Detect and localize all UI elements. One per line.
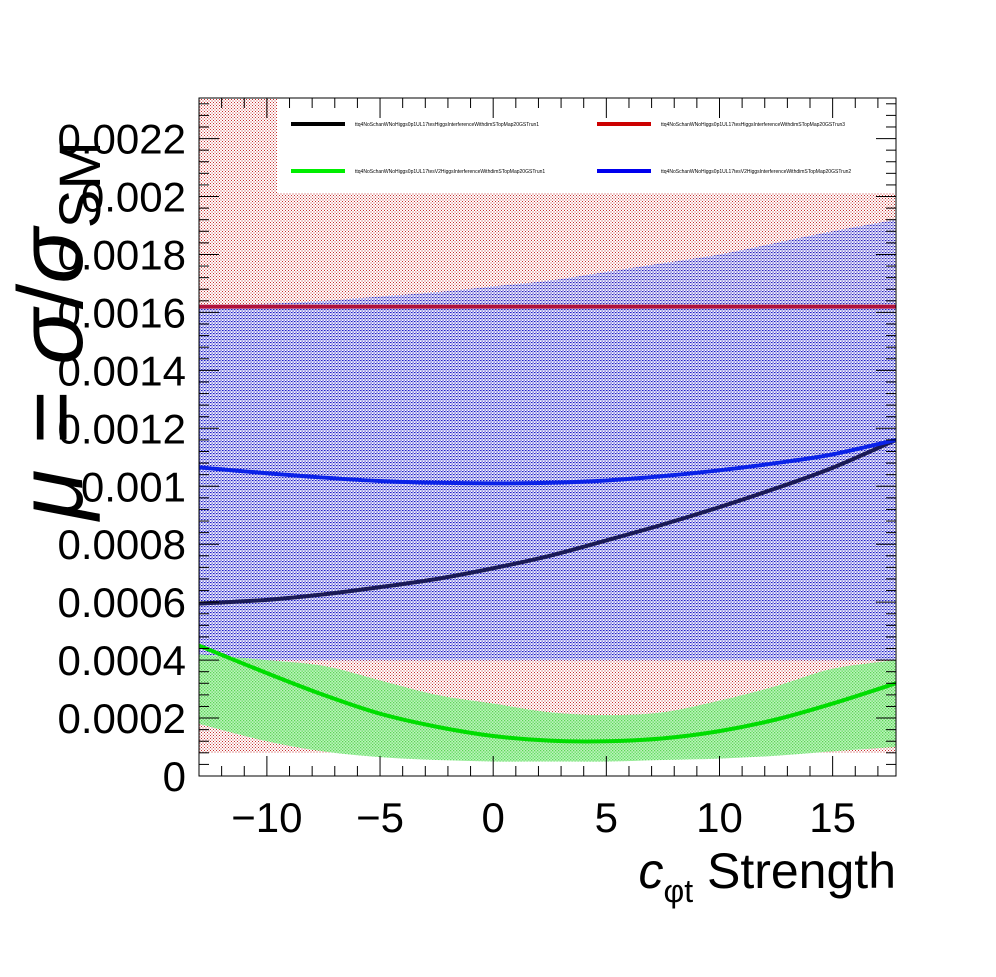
legend-label-2: ttq4NoSchanWNoHiggs0p1UL17tesHiggsInterf… bbox=[661, 122, 845, 128]
x-tick-label-2: 0 bbox=[482, 794, 505, 841]
y-tick-label-11: 0.0022 bbox=[58, 116, 186, 163]
point-series-3-9 bbox=[717, 729, 722, 733]
point-series-1-3 bbox=[378, 585, 382, 589]
axes: −10 −5 0 5 10 15 0 0.0002 0.0004 0.0006 0.0008 0.00… bbox=[58, 97, 897, 841]
y-tick-label-5: 0.001 bbox=[81, 463, 186, 510]
point-series-3-1 bbox=[265, 671, 269, 675]
point-series-1-2 bbox=[321, 592, 326, 596]
point-series-4-1 bbox=[265, 471, 269, 475]
band-series-4 bbox=[199, 219, 896, 661]
point-series-4-7 bbox=[604, 478, 608, 483]
point-series-1-7 bbox=[604, 538, 608, 543]
point-series-3-10 bbox=[774, 717, 778, 722]
y-tick-label-0: 0 bbox=[163, 753, 186, 800]
series-lines bbox=[199, 304, 896, 744]
point-series-2-8 bbox=[661, 305, 665, 309]
y-tick-label-9: 0.0018 bbox=[58, 231, 186, 278]
x-tick-label-1: −5 bbox=[356, 794, 404, 841]
point-series-4-6 bbox=[548, 481, 552, 485]
legend-box bbox=[277, 99, 895, 193]
y-axis-label-mu: μ bbox=[0, 470, 102, 522]
point-series-1-9 bbox=[717, 505, 722, 509]
point-series-4-5 bbox=[491, 481, 495, 485]
point-series-4-3 bbox=[378, 479, 382, 483]
x-axis-label-suffix: Strength bbox=[693, 843, 896, 899]
x-axis-label-subscript: φt bbox=[663, 873, 693, 909]
y-tick-label-8: 0.0016 bbox=[58, 289, 186, 336]
point-series-2-7 bbox=[604, 305, 608, 309]
x-axis-label: cφt Strength bbox=[638, 843, 896, 909]
uncertainty-bands bbox=[199, 98, 896, 762]
y-axis-label-slash: / bbox=[0, 283, 102, 309]
y-tick-label-10: 0.002 bbox=[81, 174, 186, 221]
y-tick-label-1: 0.0002 bbox=[58, 695, 186, 742]
legend-label-1: ttq4NoSchanWNoHiggs0p1UL17tesHiggsInterf… bbox=[355, 122, 539, 128]
legend: ttq4NoSchanWNoHiggs0p1UL17tesHiggsInterf… bbox=[277, 99, 895, 193]
x-tick-label-5: 15 bbox=[809, 794, 856, 841]
point-series-2-9 bbox=[717, 305, 722, 309]
y-axis-label-eq: = bbox=[0, 365, 102, 470]
y-tick-label-3: 0.0006 bbox=[58, 579, 186, 626]
x-tick-label-3: 5 bbox=[595, 794, 618, 841]
point-series-1-10 bbox=[774, 486, 778, 490]
y-tick-label-2: 0.0004 bbox=[58, 637, 186, 684]
point-series-2-4 bbox=[435, 305, 439, 309]
point-series-1-11 bbox=[831, 466, 835, 470]
legend-label-3: ttq4NoSchanWNoHiggs0p1UL17tesV2HiggsInte… bbox=[355, 169, 545, 175]
legend-label-4: ttq4NoSchanWNoHiggs0p1UL17tesV2HiggsInte… bbox=[661, 169, 851, 175]
point-series-4-11 bbox=[831, 452, 835, 456]
y-tick-label-6: 0.0012 bbox=[58, 405, 186, 452]
point-series-3-6 bbox=[548, 739, 552, 743]
y-tick-label-7: 0.0014 bbox=[58, 347, 186, 394]
point-series-4-2 bbox=[321, 475, 326, 480]
plot-frame bbox=[198, 97, 897, 777]
point-series-1-8 bbox=[661, 522, 665, 527]
y-axis-label-sigma-sm: σ bbox=[0, 225, 102, 284]
point-series-2-2 bbox=[321, 305, 326, 309]
point-series-3-7 bbox=[604, 739, 608, 743]
point-series-2-11 bbox=[831, 305, 835, 309]
point-series-3-5 bbox=[491, 734, 495, 738]
point-series-1-5 bbox=[491, 566, 495, 570]
point-series-3-11 bbox=[831, 701, 835, 706]
point-series-1-6 bbox=[548, 554, 552, 558]
band-series-3 bbox=[199, 654, 896, 762]
y-tick-label-4: 0.0008 bbox=[58, 521, 186, 568]
point-series-4-10 bbox=[774, 461, 778, 465]
point-series-3-2 bbox=[321, 693, 326, 697]
point-series-2-10 bbox=[774, 305, 778, 309]
y-axis-label: μ = σ/σSM bbox=[0, 141, 113, 522]
point-series-2-5 bbox=[491, 305, 495, 309]
y-axis-label-sigma: σ bbox=[0, 306, 102, 365]
point-series-2-3 bbox=[378, 305, 382, 309]
point-series-4-8 bbox=[661, 474, 665, 478]
point-series-3-3 bbox=[378, 712, 382, 716]
point-series-1-4 bbox=[435, 577, 439, 581]
point-series-3-4 bbox=[435, 725, 439, 729]
point-series-1-1 bbox=[265, 598, 269, 602]
point-series-4-4 bbox=[435, 481, 439, 485]
x-axis-label-main: c bbox=[638, 843, 663, 899]
point-series-3-8 bbox=[661, 736, 665, 740]
point-series-2-1 bbox=[265, 305, 269, 309]
x-tick-label-4: 10 bbox=[696, 794, 743, 841]
point-series-4-9 bbox=[717, 468, 722, 472]
y-axis-label-sm: SM bbox=[48, 141, 113, 228]
point-series-2-6 bbox=[548, 305, 552, 309]
x-tick-label-0: −10 bbox=[231, 794, 302, 841]
